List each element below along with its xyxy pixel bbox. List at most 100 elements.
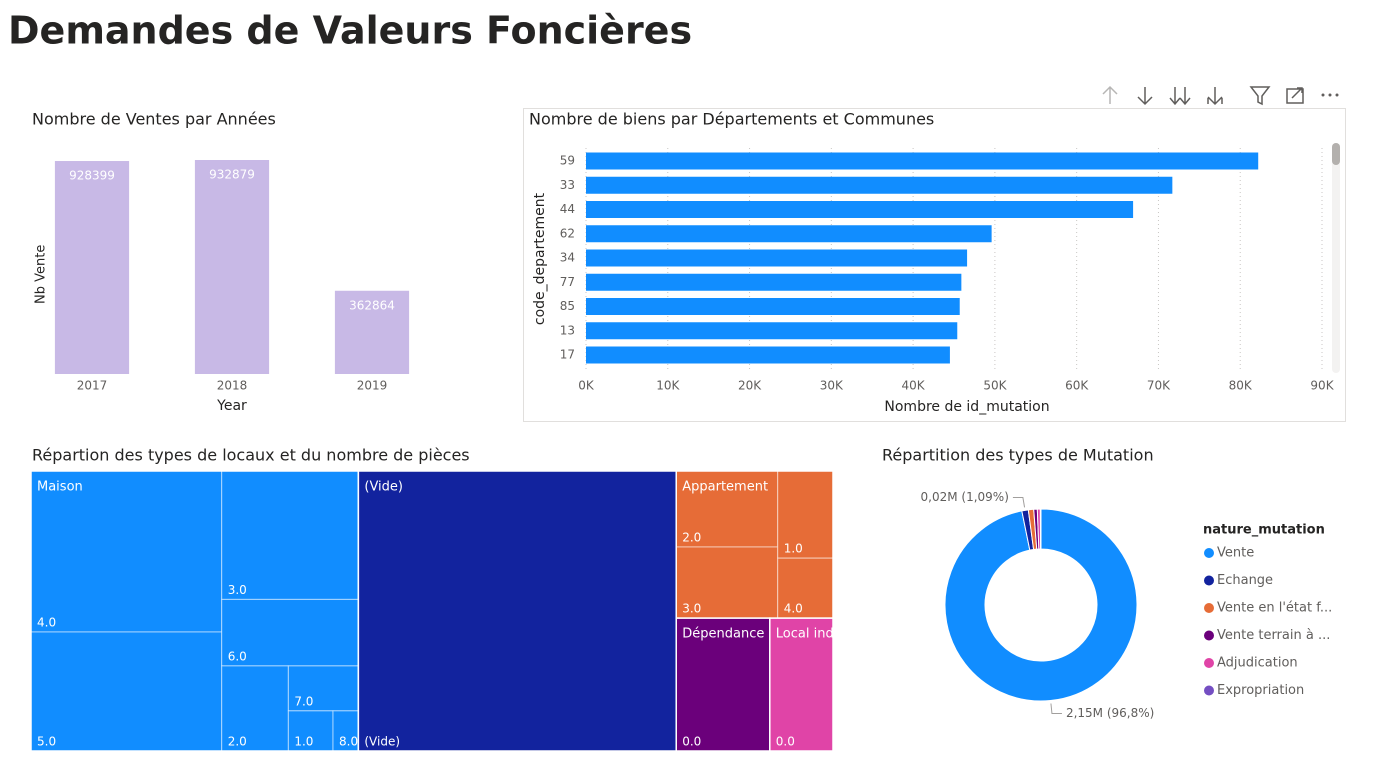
- treemap-group-border: [769, 617, 834, 752]
- treemap-cell: [675, 617, 771, 752]
- data-label: 2,15M (96,8%): [1066, 706, 1154, 720]
- treemap-cell-label: 0.0: [776, 735, 795, 749]
- legend-marker: [1204, 658, 1214, 668]
- drill-up-icon[interactable]: [1102, 85, 1118, 104]
- x-tick-label: 2019: [357, 379, 388, 393]
- treemap-cell: [675, 546, 779, 619]
- legend-marker: [1204, 575, 1214, 586]
- bar: [586, 298, 960, 315]
- treemap-cell: [777, 557, 834, 619]
- treemap-cell-label: 3.0: [682, 602, 701, 616]
- bar: [586, 346, 950, 364]
- bar: [586, 152, 1259, 170]
- x-tick-label: 80K: [1229, 379, 1253, 393]
- treemap-cell-label: 8.0: [339, 735, 358, 749]
- treemap-cell: [357, 470, 677, 752]
- chart-title: Nombre de Ventes par Années: [32, 110, 276, 129]
- focus-mode-icon[interactable]: [1286, 87, 1304, 104]
- bar: [586, 225, 992, 243]
- bar: [586, 201, 1134, 218]
- treemap-cell-label: 4.0: [37, 616, 56, 630]
- treemap-cell: [30, 631, 223, 752]
- treemap-cell: [221, 470, 359, 600]
- chart-title: Nombre de biens par Départements et Comm…: [529, 110, 934, 129]
- x-axis-title: Year: [216, 398, 247, 414]
- x-tick-label: 10K: [656, 379, 680, 393]
- bar: [586, 176, 1173, 194]
- data-label: 928399: [69, 169, 115, 183]
- more-options-icon[interactable]: [1321, 93, 1339, 97]
- y-tick-label: 17: [560, 348, 575, 362]
- legend-marker: [1204, 685, 1214, 696]
- treemap-cell-label: 7.0: [294, 694, 313, 708]
- chart-title: Répartion des types de locaux et du nomb…: [32, 446, 470, 465]
- drill-down-icon[interactable]: [1137, 87, 1153, 106]
- y-tick-label: 77: [560, 275, 575, 289]
- legend-label[interactable]: Vente: [1217, 546, 1254, 561]
- treemap-cell: [769, 617, 834, 752]
- legend-label[interactable]: Vente en l'état f...: [1217, 601, 1332, 616]
- filter-icon[interactable]: [1249, 86, 1271, 106]
- y-tick-label: 33: [560, 178, 575, 192]
- treemap-cell-label: 5.0: [37, 735, 56, 749]
- chart-title: Répartition des types de Mutation: [882, 446, 1154, 465]
- x-tick-label: 2018: [217, 379, 248, 393]
- treemap-cell-label: 0.0: [682, 735, 701, 749]
- legend-title: nature_mutation: [1203, 523, 1325, 538]
- legend-label[interactable]: Echange: [1217, 573, 1273, 588]
- x-axis-title: Nombre de id_mutation: [884, 399, 1049, 415]
- scrollbar-track: [1332, 143, 1340, 373]
- data-label: 932879: [209, 167, 255, 181]
- x-tick-label: 30K: [820, 379, 844, 393]
- treemap-cell: [287, 710, 334, 752]
- data-label: 0,02M (1,09%): [921, 490, 1009, 504]
- data-label: 362864: [349, 298, 395, 312]
- treemap-cell-label: 6.0: [228, 649, 247, 663]
- legend-marker: [1204, 630, 1214, 641]
- page-title: Demandes de Valeurs Foncières: [8, 9, 692, 53]
- x-tick-label: 60K: [1065, 379, 1089, 393]
- legend-marker: [1204, 548, 1214, 558]
- x-tick-label: 90K: [1310, 379, 1334, 393]
- treemap-group-label: Dépendance: [682, 627, 764, 642]
- treemap-cell-label: (Vide): [364, 735, 400, 749]
- y-tick-label: 34: [560, 251, 575, 265]
- treemap-cell-label: 1.0: [294, 735, 313, 749]
- x-tick-label: 2017: [77, 379, 108, 393]
- treemap-cell-label: 3.0: [228, 583, 247, 597]
- bar: [586, 322, 958, 340]
- y-tick-label: 85: [560, 299, 575, 313]
- bar: [586, 273, 962, 291]
- x-tick-label: 50K: [983, 379, 1007, 393]
- bar: [334, 290, 410, 374]
- treemap-cell-label: 4.0: [784, 602, 803, 616]
- expand-icon[interactable]: [1207, 87, 1223, 106]
- leader-line: [1050, 703, 1062, 714]
- next-level-icon[interactable]: [1169, 87, 1191, 106]
- y-axis-title: Nb Vente: [34, 245, 49, 304]
- x-tick-label: 40K: [902, 379, 926, 393]
- donut-slice: [944, 508, 1138, 702]
- treemap-cell-label: 2.0: [682, 531, 701, 545]
- treemap-group-label: (Vide): [364, 480, 403, 495]
- treemap-cell: [30, 470, 223, 633]
- legend-label[interactable]: Expropriation: [1217, 683, 1304, 698]
- x-tick-label: 20K: [738, 379, 762, 393]
- bar: [194, 159, 270, 374]
- y-tick-label: 13: [560, 323, 575, 337]
- treemap-cell: [221, 665, 289, 752]
- donut-slice: [1039, 508, 1042, 550]
- y-tick-label: 59: [560, 154, 575, 168]
- treemap-group-label: Local industriel. com...: [776, 627, 923, 642]
- x-tick-label: 0K: [578, 379, 595, 393]
- bar: [586, 249, 968, 267]
- treemap-cell-label: 2.0: [228, 735, 247, 749]
- y-tick-label: 62: [560, 226, 575, 240]
- legend-label[interactable]: Vente terrain à ...: [1217, 628, 1330, 643]
- scrollbar-thumb[interactable]: [1332, 143, 1340, 165]
- legend-label[interactable]: Adjudication: [1217, 656, 1298, 671]
- treemap-group-label: Maison: [37, 480, 83, 495]
- treemap-cell-label: 1.0: [784, 542, 803, 556]
- treemap-group-label: Appartement: [682, 480, 768, 495]
